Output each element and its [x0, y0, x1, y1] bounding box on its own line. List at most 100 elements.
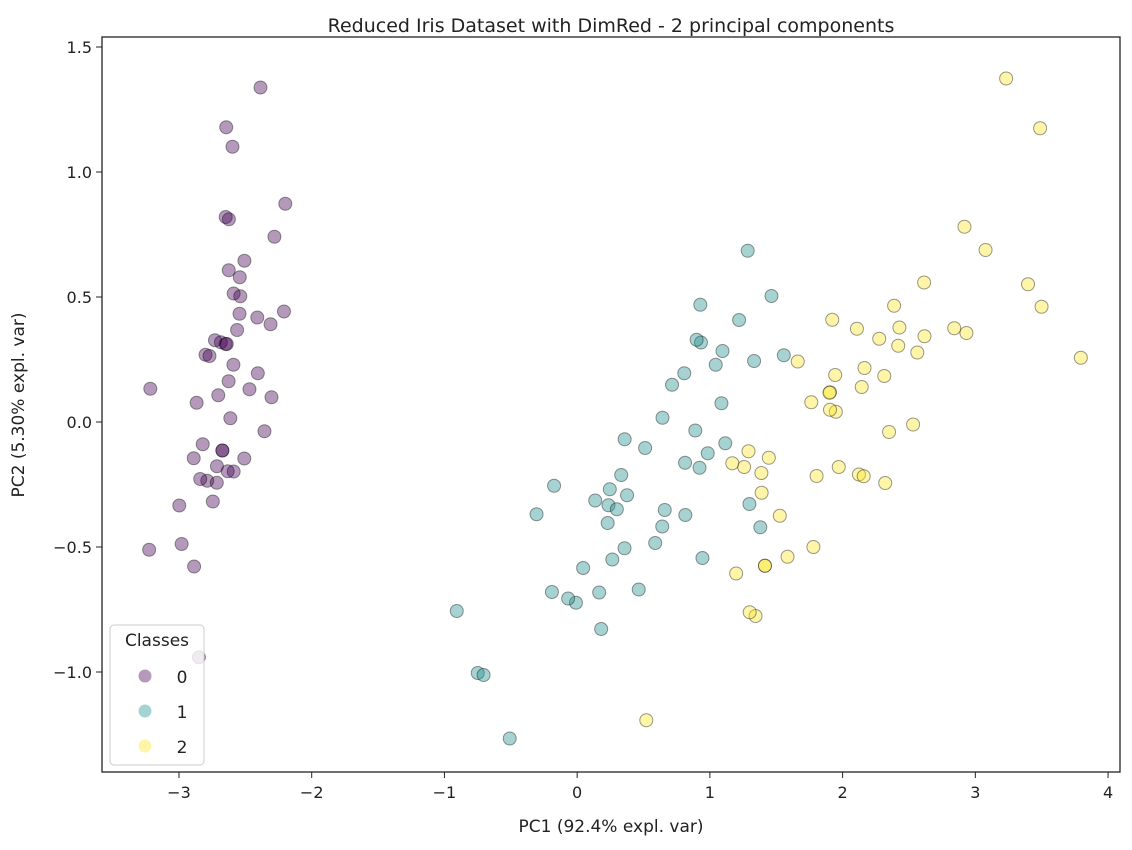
y-axis-label: PC2 (5.30% expl. var): [9, 312, 29, 497]
data-point-class-1: [561, 591, 576, 606]
data-point-class-2: [822, 385, 837, 400]
data-point-class-2: [917, 275, 932, 290]
data-point-class-2: [754, 466, 769, 480]
data-point-class-2: [878, 476, 893, 490]
data-point-class-2: [910, 345, 925, 360]
data-point-class-2: [872, 331, 887, 346]
data-point-class-0: [242, 382, 257, 397]
legend-marker-class-1: [138, 704, 152, 718]
data-point-class-1: [605, 552, 620, 567]
data-point-class-1: [695, 551, 710, 565]
data-point-class-2: [780, 549, 795, 564]
data-point-class-1: [714, 396, 729, 411]
data-point-class-0: [209, 475, 224, 490]
data-point-class-2: [809, 469, 824, 483]
data-point-class-2: [757, 558, 772, 573]
data-point-class-2: [639, 713, 654, 728]
data-point-class-1: [631, 582, 646, 597]
data-point-class-2: [854, 380, 869, 394]
data-point-class-2: [828, 404, 843, 419]
data-point-class-0: [237, 451, 252, 466]
data-point-class-1: [655, 410, 670, 425]
x-tick-label: −3: [167, 783, 191, 802]
data-point-class-2: [822, 385, 837, 400]
data-point-class-0: [219, 337, 234, 351]
y-tick-label: −0.5: [53, 538, 92, 557]
data-point-class-1: [620, 488, 635, 503]
data-point-class-0: [232, 270, 247, 285]
legend-label: 2: [177, 738, 188, 758]
data-point-class-2: [959, 326, 974, 340]
plot-frame: [101, 36, 1121, 773]
data-point-class-1: [677, 366, 692, 381]
data-point-class-2: [1034, 299, 1049, 314]
y-axis: −1.0 −0.5 0.0 0.5 1.0 1.5: [53, 38, 102, 682]
data-point-class-1: [609, 502, 624, 517]
data-point-class-0: [253, 80, 268, 95]
data-point-class-1: [753, 520, 768, 535]
data-point-class-1: [470, 666, 485, 680]
data-point-class-2: [761, 450, 776, 465]
data-point-class-1: [693, 335, 708, 350]
x-tick-label: −2: [300, 783, 324, 802]
data-point-class-1: [529, 507, 544, 522]
data-point-class-2: [804, 395, 819, 410]
data-point-class-2: [1021, 277, 1036, 292]
data-point-class-1: [688, 423, 703, 438]
data-point-class-0: [226, 357, 241, 372]
data-point-class-2: [825, 312, 840, 327]
data-point-class-1: [449, 604, 464, 618]
data-point-class-2: [729, 566, 744, 581]
data-point-class-1: [638, 441, 653, 455]
data-point-class-2: [849, 321, 864, 336]
data-point-class-0: [198, 347, 213, 362]
data-point-class-2: [1073, 350, 1088, 365]
data-point-class-0: [223, 411, 238, 426]
data-point-class-0: [189, 395, 204, 410]
legend-title: Classes: [125, 631, 189, 651]
data-point-class-2: [790, 354, 805, 369]
data-point-class-0: [143, 381, 158, 396]
data-point-class-2: [978, 243, 993, 257]
data-point-class-1: [764, 289, 779, 303]
data-point-class-2: [741, 444, 756, 459]
data-point-class-1: [732, 313, 747, 327]
data-point-class-0: [226, 464, 241, 479]
data-point-class-1: [614, 468, 629, 482]
legend-box: [109, 624, 205, 766]
data-point-class-2: [957, 219, 972, 234]
legend-marker-class-0: [138, 669, 152, 683]
x-axis-label: PC1 (92.4% expl. var): [518, 817, 703, 837]
data-point-class-1: [588, 493, 603, 508]
x-tick-label: 1: [705, 783, 715, 802]
data-point-class-0: [257, 424, 272, 439]
data-point-class-0: [213, 335, 228, 350]
legend: Classes 0 1 2: [109, 624, 205, 766]
data-point-class-2: [754, 485, 769, 500]
data-point-class-2: [806, 540, 821, 554]
data-point-class-0: [174, 537, 189, 551]
data-point-class-0: [142, 542, 157, 557]
data-point-class-0: [230, 323, 245, 337]
data-point-class-0: [232, 306, 247, 321]
data-points: [142, 71, 1088, 746]
data-point-class-1: [601, 498, 616, 513]
data-point-class-1: [742, 497, 757, 511]
data-point-class-0: [264, 390, 279, 405]
data-point-class-1: [547, 478, 562, 493]
data-point-class-2: [887, 298, 902, 313]
data-point-class-0: [263, 317, 278, 332]
data-point-class-1: [692, 460, 707, 475]
data-point-class-0: [278, 196, 293, 211]
data-point-class-1: [600, 516, 615, 530]
data-point-class-0: [202, 349, 217, 363]
x-tick-label: 2: [838, 783, 848, 802]
data-point-class-1: [718, 436, 733, 451]
data-point-class-2: [891, 338, 906, 353]
y-tick-label: 0.0: [67, 413, 92, 432]
data-point-class-1: [708, 357, 723, 372]
data-point-class-2: [882, 425, 897, 439]
data-point-class-2: [831, 460, 846, 474]
data-point-class-1: [678, 508, 693, 522]
